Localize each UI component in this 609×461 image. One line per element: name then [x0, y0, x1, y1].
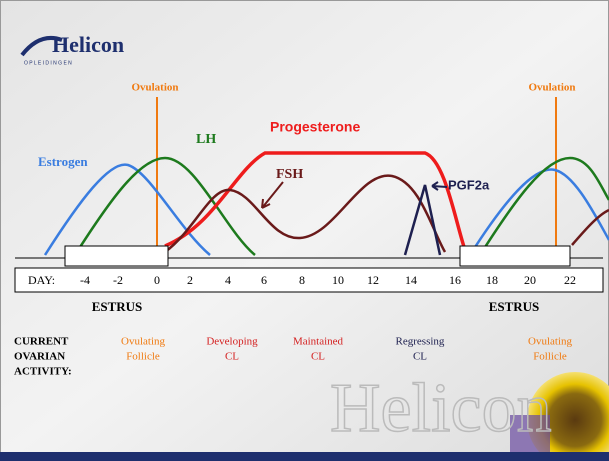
lh-label: LH — [196, 132, 216, 147]
fsh-label: FSH — [276, 167, 303, 182]
day-tick: 10 — [332, 273, 344, 287]
activity-heading: ACTIVITY: — [14, 366, 72, 378]
estrus-label: ESTRUS — [92, 299, 143, 314]
day-tick: 0 — [154, 273, 160, 287]
day-tick: 18 — [486, 273, 498, 287]
day-tick: 6 — [261, 273, 267, 287]
activity-item: Follicle — [533, 351, 567, 363]
day-tick: 20 — [524, 273, 536, 287]
day-axis-box — [15, 268, 603, 292]
activity-item: Developing — [206, 336, 258, 348]
day-tick: -2 — [113, 273, 123, 287]
estrus-label: ESTRUS — [489, 299, 540, 314]
activity-item: CL — [311, 351, 325, 363]
estrus-box — [460, 246, 570, 266]
day-tick: 2 — [187, 273, 193, 287]
logo-sub: O P L E I D I N G E N — [24, 60, 72, 66]
slide: Helicon Helicon O P L E I D I N G E N Ov… — [0, 0, 609, 461]
progesterone-label: Progesterone — [270, 119, 360, 135]
logo: Helicon — [52, 32, 124, 57]
day-tick: 16 — [449, 273, 461, 287]
estrus-box — [65, 246, 168, 266]
day-tick: 22 — [564, 273, 576, 287]
activity-item: Maintained — [293, 336, 344, 348]
day-tick: 8 — [299, 273, 305, 287]
activity-item: Ovulating — [528, 336, 572, 348]
bottom-bar — [0, 452, 609, 461]
ovulation-label: Ovulation — [528, 82, 575, 94]
estrogen-label: Estrogen — [38, 154, 88, 169]
day-label: DAY: — [28, 273, 55, 287]
activity-item: CL — [413, 351, 427, 363]
activity-item: CL — [225, 351, 239, 363]
watermark: Helicon — [330, 370, 552, 447]
day-tick: 14 — [405, 273, 417, 287]
activity-item: Regressing — [396, 336, 445, 348]
pgf2a-label: PGF2a — [448, 177, 490, 192]
activity-heading: OVARIAN — [14, 351, 65, 363]
day-tick: -4 — [80, 273, 90, 287]
activity-item: Ovulating — [121, 336, 165, 348]
day-tick: 4 — [225, 273, 231, 287]
activity-item: Follicle — [126, 351, 160, 363]
ovulation-label: Ovulation — [131, 82, 178, 94]
day-tick: 12 — [367, 273, 379, 287]
activity-heading: CURRENT — [14, 336, 69, 348]
